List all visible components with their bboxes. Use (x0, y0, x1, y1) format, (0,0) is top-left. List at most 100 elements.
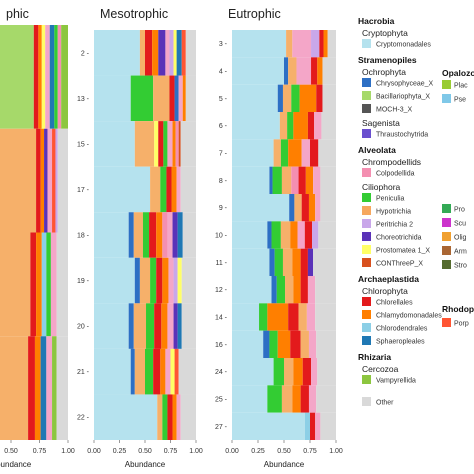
legend-label: Arm (454, 249, 467, 256)
bar-segment (273, 139, 281, 167)
bar-segment (267, 221, 272, 249)
bar-segment (299, 84, 317, 112)
sample-label: 9 - (219, 205, 228, 212)
bar-segment (171, 166, 177, 213)
legend-label: Sphaeropleales (376, 339, 425, 346)
bar-segment (232, 30, 287, 58)
bar-segment (302, 358, 312, 386)
bar-segment (305, 166, 314, 194)
bar-segment (307, 248, 314, 276)
bar-segment (307, 276, 316, 304)
legend-label: Hypotrichia (376, 209, 411, 216)
legend-label: Chlamydomonadales (376, 313, 442, 320)
bar-segment (232, 248, 270, 276)
bar-segment (279, 112, 288, 140)
bar-segment (167, 212, 173, 258)
bar-segment (46, 336, 53, 440)
bar-segment (277, 330, 291, 358)
legend-swatch (362, 245, 371, 254)
bar-segment (54, 25, 58, 129)
bar-segment (313, 248, 336, 276)
legend-swatch (362, 39, 371, 48)
x-tick-label: 0.50 (138, 448, 152, 455)
sample-label: 19 - (77, 278, 90, 285)
bar-segment (36, 232, 42, 337)
legend-group-heading: Alveolata (358, 145, 396, 155)
sample-label: 8 - (219, 178, 228, 185)
bar-segment (181, 303, 196, 349)
bar-segment (94, 30, 140, 76)
panel-2: Eutrophic 3 - 4 - 5 - 6 - 7 - 8 - 9 - 10 - 11 - 12… (215, 7, 343, 469)
bar-segment (286, 30, 293, 58)
legend-label: Vampyrellida (376, 378, 416, 385)
bar-segment (153, 348, 161, 395)
bar-segment (232, 303, 260, 331)
legend-label: Other (376, 400, 394, 407)
x-axis-label: Abundance (0, 460, 32, 469)
legend-swatch (362, 78, 371, 87)
legend-swatch (362, 219, 371, 228)
sample-label: 22 - (77, 415, 90, 422)
taxa-legend: Hacrobia Cryptophyta Cryptomonadales Strame… (358, 16, 474, 407)
sample-label: 17 - (77, 187, 90, 194)
bar-segment (139, 30, 145, 76)
bar-segment (173, 30, 177, 76)
bar-segment (312, 221, 319, 249)
sample-label: 3 - (219, 41, 228, 48)
bar-segment (167, 303, 174, 349)
bar-segment (142, 212, 150, 258)
bar-segment (319, 30, 324, 58)
bar-segment (308, 330, 317, 358)
bar-segment (94, 166, 151, 213)
bar-segment (154, 121, 159, 167)
sample-label: 6 - (219, 123, 228, 130)
bar-segment (45, 25, 50, 129)
bar-segment (157, 394, 163, 440)
x-tick-label: 0.00 (87, 448, 101, 455)
bar-segment (185, 30, 196, 76)
bar-segment (281, 166, 292, 194)
bar-segment (52, 128, 56, 233)
legend-swatch (362, 323, 371, 332)
sample-label: 25 - (215, 397, 228, 404)
bar-segment (300, 330, 309, 358)
bar-segment (280, 221, 291, 249)
bar-segment (311, 57, 318, 85)
bar-segment (276, 276, 286, 304)
bar-segment (176, 394, 181, 440)
bar-segment (134, 348, 145, 395)
legend-label: Choreotrichida (376, 235, 422, 242)
legend-swatch (362, 336, 371, 345)
bar-segment (173, 257, 178, 304)
legend-label: Thraustochytrida (376, 132, 428, 139)
legend-swatch (362, 232, 371, 241)
legend-label: CONThreeP_X (376, 261, 423, 268)
bar-segment (271, 276, 277, 304)
legend-group-heading: Archaeplastida (358, 274, 419, 284)
legend-label: Stro (454, 263, 467, 270)
bar-segment (133, 212, 143, 258)
x-tick-label: 0.50 (277, 448, 291, 455)
bar-segment (150, 166, 161, 213)
bar-segment (176, 166, 181, 213)
bar-segment (293, 112, 308, 140)
bar-segment (133, 303, 147, 349)
legend-group-heading: Hacrobia (358, 16, 395, 26)
bar-segment (94, 348, 131, 395)
x-tick-label: 0.75 (303, 448, 317, 455)
bar-segment (289, 194, 295, 222)
legend-label: Chlorellales (376, 300, 413, 307)
bar-segment (320, 412, 336, 440)
bar-segment (308, 385, 317, 413)
bar-segment (50, 232, 57, 337)
bar-segment (321, 112, 336, 140)
bar-segment (40, 128, 45, 233)
bar-segment (317, 358, 336, 386)
bar-segment (181, 257, 196, 304)
bar-segment (47, 128, 53, 233)
legend-label: Chrysophyceae_X (376, 81, 434, 88)
bar-segment (318, 139, 336, 167)
bar-segment (162, 394, 168, 440)
bar-segment (290, 330, 301, 358)
legend-swatch (362, 310, 371, 319)
